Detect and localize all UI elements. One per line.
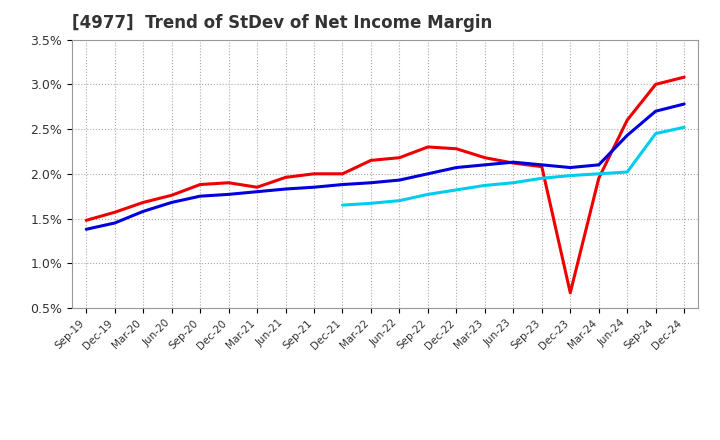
Text: [4977]  Trend of StDev of Net Income Margin: [4977] Trend of StDev of Net Income Marg… [72, 15, 492, 33]
Legend: 3 Years, 5 Years, 7 Years, 10 Years: 3 Years, 5 Years, 7 Years, 10 Years [166, 434, 604, 440]
